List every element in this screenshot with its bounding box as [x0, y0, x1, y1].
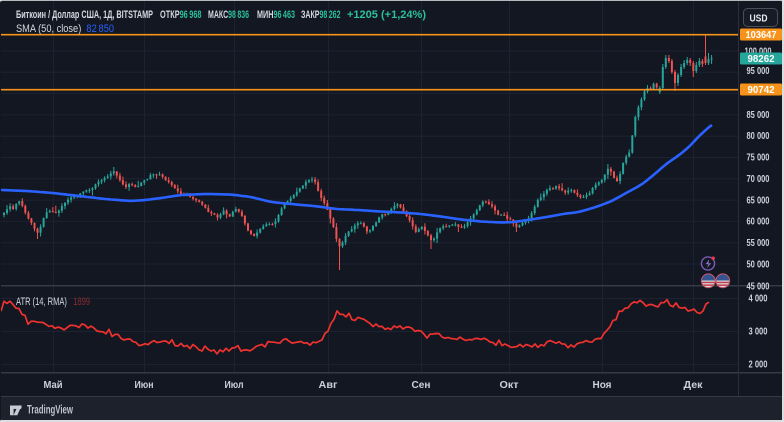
svg-text:60 000: 60 000 — [747, 216, 770, 228]
svg-text:90742: 90742 — [748, 84, 775, 96]
svg-text:85 000: 85 000 — [747, 109, 770, 121]
svg-text:70 000: 70 000 — [747, 173, 770, 185]
svg-text:Июл: Июл — [225, 379, 244, 391]
svg-text:Ноя: Ноя — [593, 379, 612, 391]
svg-text:95 000: 95 000 — [747, 65, 770, 77]
svg-text:ATR (14, RMA) 1899: ATR (14, RMA) 1899 — [16, 296, 90, 308]
svg-text:Окт: Окт — [500, 379, 519, 391]
svg-text:75 000: 75 000 — [747, 151, 770, 163]
svg-text:4 000: 4 000 — [749, 293, 768, 305]
svg-text:Дек: Дек — [684, 379, 704, 391]
svg-text:80 000: 80 000 — [747, 130, 770, 142]
svg-text:Сен: Сен — [412, 379, 431, 391]
svg-text:Авг: Авг — [319, 379, 339, 391]
svg-text:SMA (50, close) 82 850: SMA (50, close) 82 850 — [16, 23, 114, 35]
svg-text:+1205 (+1,24%): +1205 (+1,24%) — [347, 9, 426, 21]
svg-text:ОТКР96 968: ОТКР96 968 — [160, 9, 202, 21]
svg-text:103647: 103647 — [746, 29, 777, 41]
svg-text:98262: 98262 — [748, 53, 775, 65]
svg-text:МИН96 463: МИН96 463 — [257, 9, 295, 21]
svg-text:3 000: 3 000 — [749, 326, 768, 338]
svg-text:55 000: 55 000 — [747, 237, 770, 249]
svg-text:ЗАКР98 262: ЗАКР98 262 — [301, 9, 341, 21]
svg-text:65 000: 65 000 — [747, 195, 770, 207]
svg-text:2 000: 2 000 — [749, 359, 768, 371]
svg-text:Июн: Июн — [135, 379, 154, 391]
svg-text:МАКС98 836: МАКС98 836 — [208, 9, 249, 21]
svg-text:45 000: 45 000 — [747, 281, 770, 293]
svg-text:USD: USD — [750, 13, 768, 25]
svg-text:Биткоин / Доллар США, 1Д, BITS: Биткоин / Доллар США, 1Д, BITSTAMP — [16, 9, 153, 21]
svg-text:Май: Май — [44, 379, 63, 391]
svg-text:TradingView: TradingView — [27, 403, 73, 417]
svg-text:50 000: 50 000 — [747, 259, 770, 271]
